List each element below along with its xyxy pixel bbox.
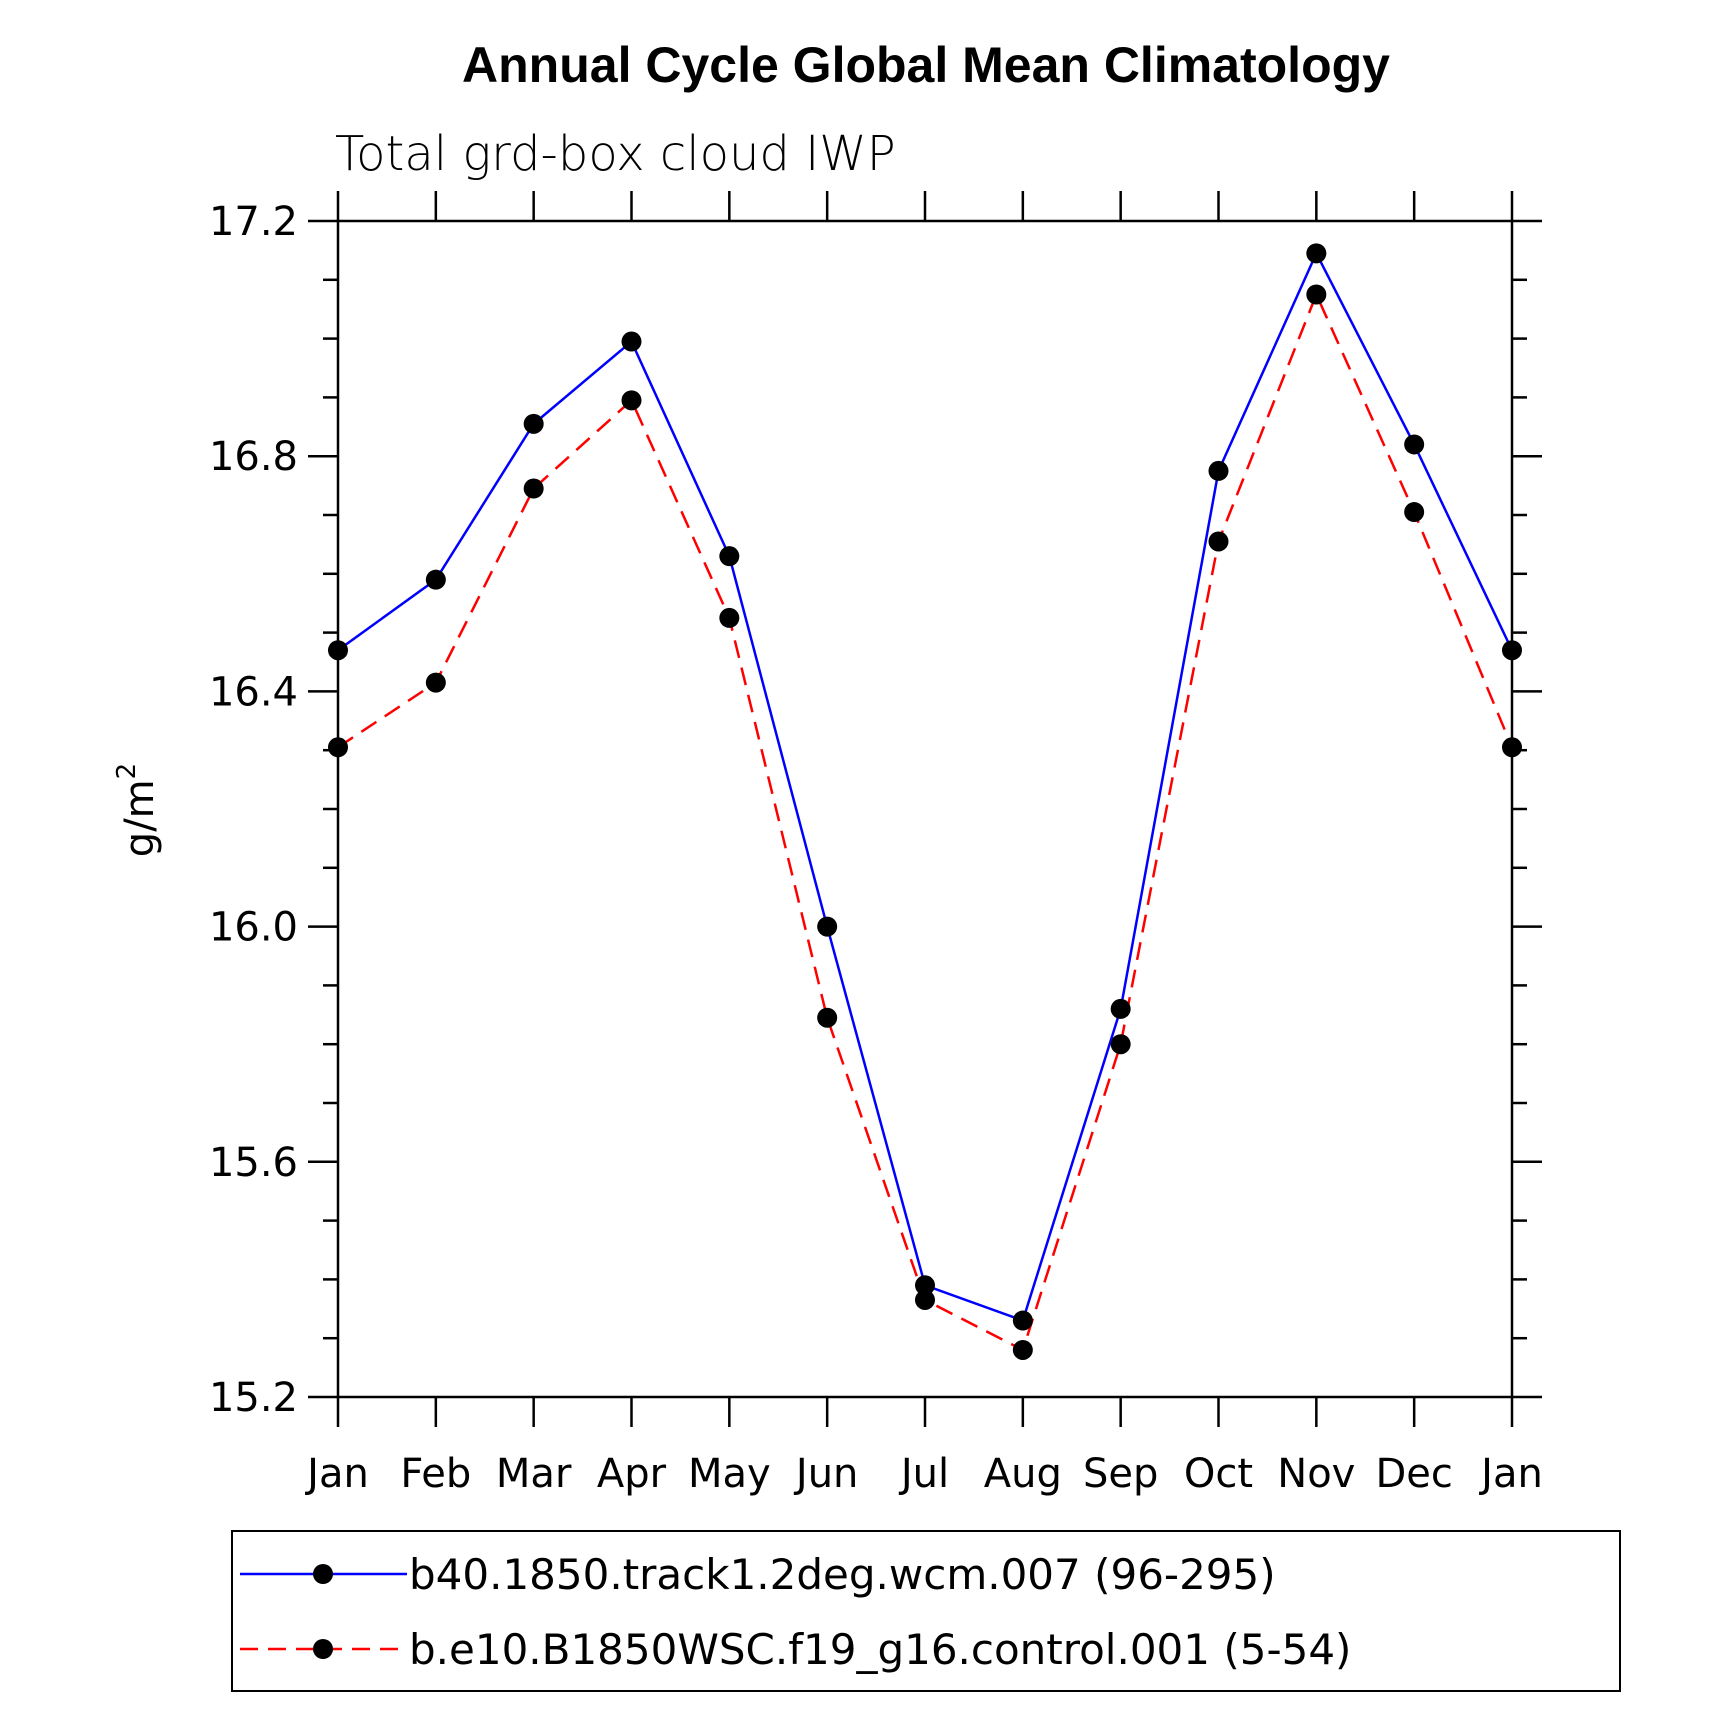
series-1-point [1404, 434, 1425, 455]
y-tick-label: 17.2 [209, 199, 298, 245]
series-2-point [817, 1007, 838, 1028]
x-tick-label: Jun [793, 1451, 859, 1497]
series-2-point [523, 478, 544, 499]
x-tick-label: Apr [597, 1451, 667, 1497]
series-1-point [817, 916, 838, 937]
series-1-point [719, 546, 740, 567]
series-1-point [621, 331, 642, 352]
legend: b40.1850.track1.2deg.wcm.007 (96-295) b.e… [231, 1530, 1621, 1692]
series-1-point [425, 569, 446, 590]
series-1-point [1110, 998, 1131, 1019]
legend-box [231, 1530, 1621, 1692]
x-tick-label: Feb [400, 1451, 471, 1497]
series-2-point [621, 390, 642, 411]
y-axis-label: g/m2 [112, 763, 163, 857]
series-line-1 [337, 250, 1514, 1323]
y-tick-label: 16.4 [209, 669, 298, 715]
y-axis-label-superscript: 2 [112, 763, 142, 780]
x-tick-label: Jul [898, 1451, 949, 1497]
series-2-point [915, 1289, 935, 1310]
series-2-point [1110, 1034, 1131, 1055]
series-2-point [1208, 531, 1229, 552]
y-tick-labels: 15.2 15.6 16.0 16.4 16.8 17.2 [209, 199, 298, 1421]
x-tick-label: Sep [1083, 1451, 1158, 1497]
series-1-point [523, 413, 544, 434]
y-tick-label: 15.6 [209, 1140, 298, 1186]
x-tick-label: May [688, 1451, 771, 1497]
series-1-point [1208, 460, 1229, 481]
series-1-point [1306, 243, 1327, 264]
y-tick-label: 16.8 [209, 434, 298, 480]
y-tick-label: 16.0 [209, 905, 298, 951]
y-axis-label-text: g/m [117, 779, 163, 857]
plot-area [336, 219, 1514, 1399]
series-2-point [719, 607, 740, 628]
y-tick-label: 15.2 [209, 1375, 298, 1421]
series-2-point [1502, 737, 1522, 758]
series-1-point [1502, 640, 1522, 661]
x-tick-label: Dec [1375, 1451, 1452, 1497]
series-1-point [328, 640, 348, 661]
legend-label-1: b40.1850.track1.2deg.wcm.007 (96-295) [409, 1550, 1276, 1599]
legend-entries: b40.1850.track1.2deg.wcm.007 (96-295) b.e… [240, 1550, 1351, 1674]
x-tick-label: Mar [496, 1451, 572, 1497]
x-tick-label: Oct [1184, 1451, 1253, 1497]
series-1-point [1012, 1310, 1033, 1331]
svg-text:g/m2: g/m2 [112, 763, 163, 857]
legend-label-2: b.e10.B1850WSC.f19_g16.control.001 (5-54… [409, 1625, 1351, 1674]
chart-subtitle: Total grd-box cloud IWP [335, 126, 896, 182]
legend-marker-2 [313, 1639, 333, 1659]
legend-marker-1 [313, 1564, 333, 1584]
series-2-point [425, 672, 446, 693]
axis-ticks [308, 191, 1542, 1427]
chart-title: Annual Cycle Global Mean Climatology [462, 37, 1390, 93]
series-2-point [1404, 502, 1425, 523]
x-tick-label: Nov [1277, 1451, 1355, 1497]
x-tick-label: Aug [984, 1451, 1062, 1497]
x-tick-labels: Jan Feb Mar Apr May Jun Jul Aug Sep Oct Nov Dec Jan [304, 1451, 1543, 1497]
x-tick-label: Jan [304, 1451, 369, 1497]
plot-frame [336, 219, 1514, 1399]
x-tick-label: Jan [1478, 1451, 1543, 1497]
series-2-point [1306, 284, 1327, 305]
series-layer [328, 243, 1522, 1360]
series-1-point [915, 1275, 935, 1296]
series-2-point [328, 737, 348, 758]
series-2-point [1012, 1339, 1033, 1360]
